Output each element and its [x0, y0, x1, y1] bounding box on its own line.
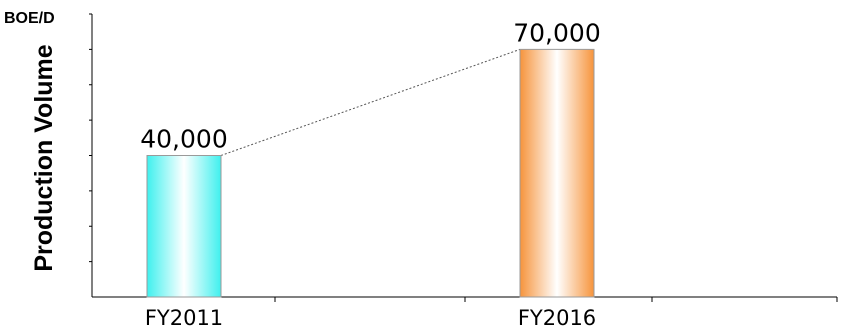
category-label-fy2011: FY2011	[145, 306, 223, 330]
bar-fy2011	[146, 155, 222, 298]
value-label-fy2011: 40,000	[140, 125, 227, 154]
connector-line	[220, 48, 521, 156]
unit-label: BOE/D	[4, 10, 55, 27]
bar-fy2016	[519, 48, 595, 298]
y-axis-title: Production Volume	[30, 44, 58, 271]
labels: 40,000 FY2011 70,000 FY2016	[140, 18, 600, 330]
bars	[146, 48, 595, 298]
category-label-fy2016: FY2016	[518, 306, 596, 330]
value-label-fy2016: 70,000	[513, 18, 600, 47]
